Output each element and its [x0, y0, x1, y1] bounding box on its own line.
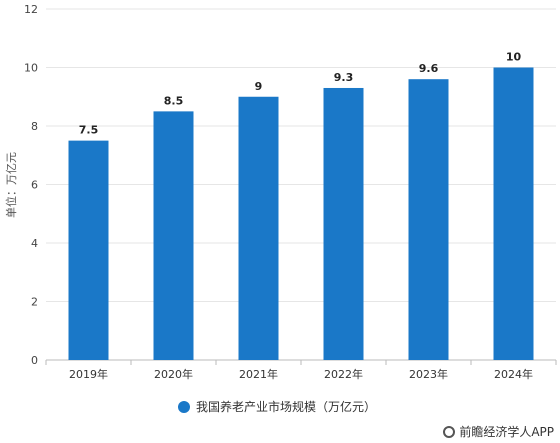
- y-tick-label: 8: [31, 120, 38, 133]
- y-tick-label: 4: [31, 237, 38, 250]
- y-axis-label: 单位：万亿元: [4, 152, 18, 218]
- bar-value-label: 7.5: [79, 124, 99, 137]
- y-tick-label: 0: [31, 354, 38, 367]
- y-tick-label: 6: [31, 179, 38, 192]
- bars: 7.5 8.5 9 9.3 9.6 10: [68, 51, 534, 360]
- bar: [153, 111, 194, 360]
- legend-marker: [178, 401, 190, 413]
- x-tick-label: 2022年: [324, 367, 363, 381]
- bar: [323, 87, 364, 360]
- y-axis-ticks: 0 2 4 6 8 10 12: [24, 3, 38, 367]
- y-tick-label: 2: [31, 296, 38, 309]
- bar-value-label: 8.5: [164, 94, 184, 107]
- x-tick-label: 2024年: [494, 367, 533, 381]
- legend-label: 我国养老产业市场规模（万亿元）: [196, 399, 376, 414]
- source-label: 前瞻经济学人APP: [459, 425, 554, 439]
- grid-lines: [46, 8, 556, 361]
- bar-value-label: 9: [255, 80, 263, 93]
- brand-logo-icon: [443, 425, 456, 438]
- bar: [408, 79, 449, 360]
- x-tick-label: 2021年: [239, 367, 278, 381]
- legend: 我国养老产业市场规模（万亿元）: [178, 399, 376, 414]
- x-tick-label: 2023年: [409, 367, 448, 381]
- bar-value-label: 9.6: [419, 62, 439, 75]
- bar-value-label: 10: [506, 51, 522, 64]
- y-tick-label: 12: [24, 3, 38, 16]
- y-tick-label: 10: [24, 62, 38, 75]
- bar: [238, 96, 279, 360]
- x-tick-label: 2020年: [154, 367, 193, 381]
- bar: [493, 67, 534, 360]
- source-footer: 前瞻经济学人APP: [443, 423, 554, 440]
- bar: [68, 140, 109, 360]
- x-axis-ticks: 2019年 2020年 2021年 2022年 2023年 2024年: [45, 360, 557, 381]
- bar-value-label: 9.3: [334, 71, 354, 84]
- x-tick-label: 2019年: [69, 367, 108, 381]
